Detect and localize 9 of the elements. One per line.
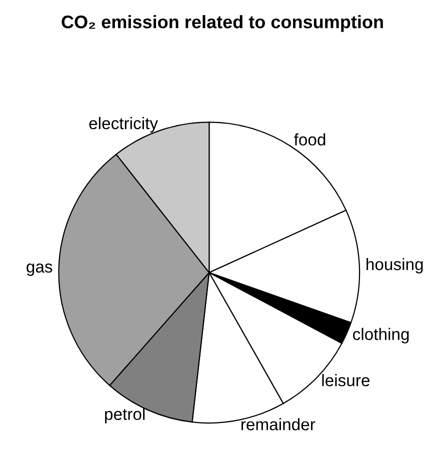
slice-label: gas [26, 264, 52, 276]
slice-label: petrol [105, 408, 145, 424]
slice-label: leisure [322, 374, 370, 386]
slice-label: electricity [89, 117, 158, 133]
slice-label: remainder [241, 418, 316, 430]
chart-title: CO₂ emission related to consumption [62, 15, 383, 32]
slice-label: housing [366, 258, 423, 274]
slice-label: clothing [353, 328, 409, 344]
slice-label: food [294, 133, 326, 146]
